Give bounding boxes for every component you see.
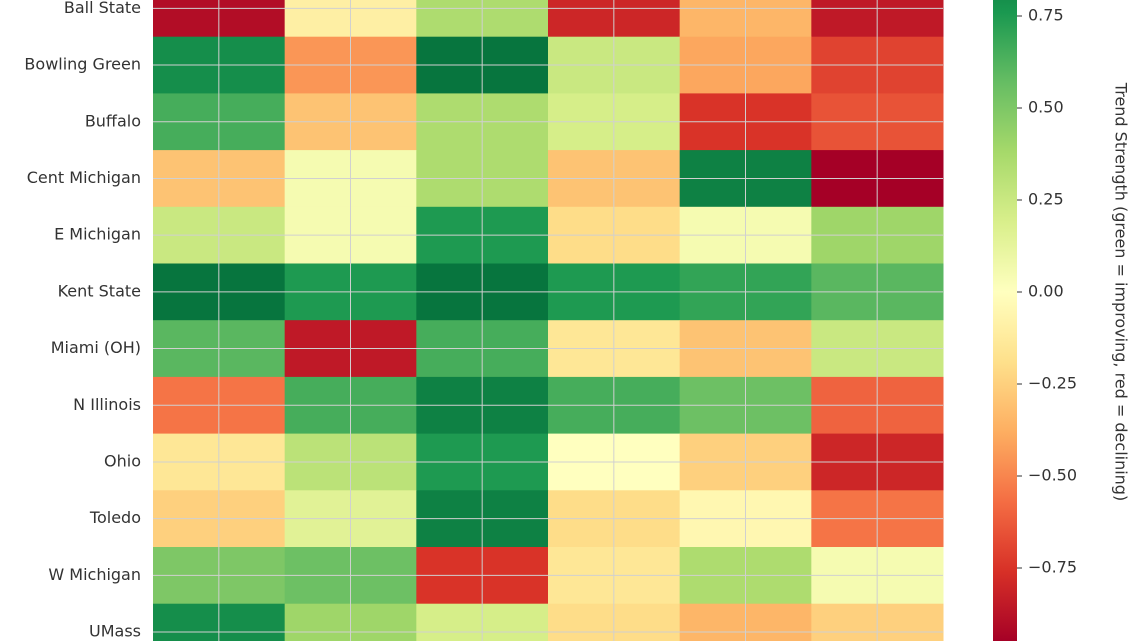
colorbar-tick-label: 0.00 [1028,282,1064,301]
colorbar-tick-label: 0.75 [1028,6,1064,25]
row-label: Bowling Green [24,55,141,74]
colorbar-tick-label: −0.50 [1028,466,1077,485]
row-label: Kent State [58,281,141,300]
grid [153,0,943,641]
colorbar-scale [993,0,1017,641]
row-label: Ball State [64,0,141,17]
colorbar-tick-label: −0.25 [1028,374,1077,393]
row-label: UMass [89,622,141,641]
row-label: Miami (OH) [51,338,141,357]
row-label: Cent Michigan [27,168,141,187]
row-labels: Ball State Bowling Green Buffalo Cent Michi… [24,0,141,641]
colorbar-tick-label: 0.50 [1028,98,1064,117]
row-label: W Michigan [48,565,141,584]
row-label: N Illinois [73,395,141,414]
colorbar: −0.75 −0.50 −0.25 0.00 0.25 0.50 0.75 [993,0,1077,641]
colorbar-label: Trend Strength (green = improving, red =… [1112,82,1131,501]
colorbar-tick-label: −0.75 [1028,558,1077,577]
row-label: Buffalo [85,111,141,130]
row-label: Ohio [104,451,141,470]
colorbar-tick-label: 0.25 [1028,190,1064,209]
heatmap [153,0,944,641]
row-label: E Michigan [54,225,141,244]
row-label: Toledo [89,508,141,527]
